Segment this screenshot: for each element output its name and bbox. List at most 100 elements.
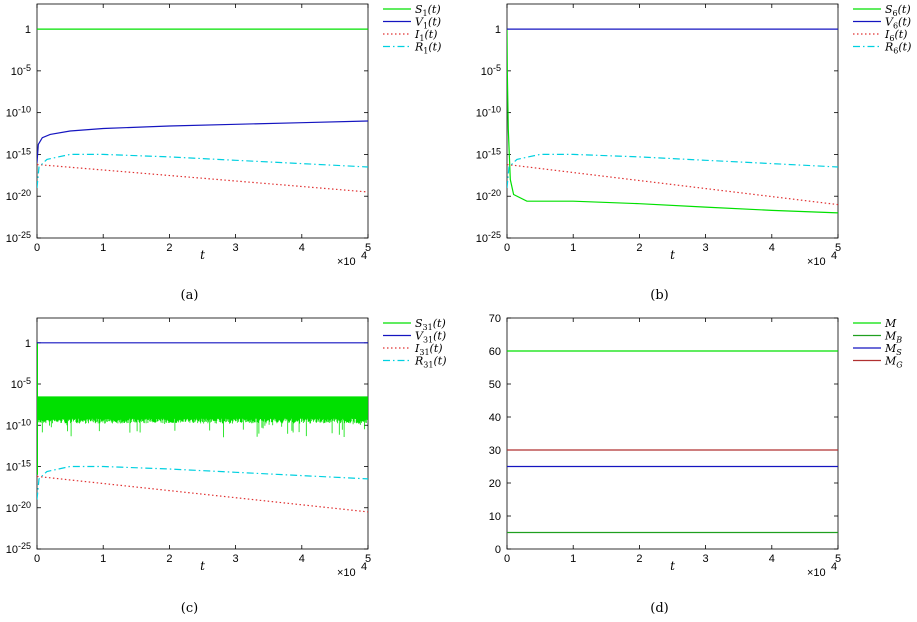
series-s6t [507, 29, 838, 214]
legend-symbol: R [884, 41, 893, 54]
legend-argument: (t) [424, 28, 437, 41]
x-tick-label: 4 [299, 553, 305, 565]
legend-label: V6(t) [885, 16, 911, 31]
legend-symbol: I [884, 28, 890, 41]
legend-argument: (t) [430, 342, 443, 355]
y-tick-exponent: -25 [18, 541, 31, 551]
y-tick-exponent: -5 [23, 376, 31, 386]
legend-subscript: 6 [889, 34, 894, 43]
legend-argument: (t) [898, 41, 911, 54]
legend-subscript: 31 [423, 323, 433, 332]
legend-label: M [884, 317, 897, 330]
legend-label: S31(t) [415, 317, 446, 332]
x-tick-label: 3 [233, 242, 239, 254]
y-tick-exponent: -5 [23, 63, 31, 73]
y-tick-label: 10-5 [11, 63, 31, 78]
legend-label: R6(t) [884, 41, 911, 56]
y-tick-label: 10-20 [6, 188, 31, 203]
series-s31t [37, 396, 368, 438]
legend-argument: (t) [428, 41, 441, 54]
legend-subscript: 1 [423, 9, 428, 18]
y-tick-exponent: -5 [493, 63, 501, 73]
x-tick-label: 4 [769, 242, 775, 254]
panel-caption: (d) [650, 601, 668, 616]
y-tick-label: 10-10 [476, 105, 501, 120]
x-axis-label: t [670, 559, 675, 573]
y-tick-label: 0 [495, 544, 501, 556]
legend-subscript: 1 [423, 22, 428, 31]
legend-argument: (t) [433, 355, 446, 368]
legend-argument: (t) [433, 317, 446, 330]
x-multiplier-exponent: 4 [361, 561, 367, 573]
panel-caption: (b) [650, 288, 668, 303]
legend-label: V31(t) [415, 330, 446, 345]
x-tick-label: 3 [703, 553, 709, 565]
y-tick-label: 10-15 [6, 146, 31, 161]
y-tick-label: 30 [489, 445, 501, 457]
y-tick-label: 10-15 [6, 459, 31, 474]
y-tick-base: 10 [11, 379, 23, 391]
legend-symbol: R [414, 355, 423, 368]
series-r31t [37, 465, 368, 500]
y-tick-label: 1 [495, 24, 501, 36]
axes-frame [506, 3, 839, 239]
y-tick-label: 10-10 [6, 417, 31, 432]
legend-argument: (t) [898, 16, 911, 29]
y-tick-base: 10 [476, 191, 488, 203]
y-tick-exponent: -15 [18, 146, 31, 156]
panel-caption: (a) [181, 288, 199, 303]
legend-argument: (t) [433, 330, 446, 343]
x-tick-label: 1 [100, 553, 106, 565]
x-tick-label: 0 [504, 242, 510, 254]
series-group [37, 342, 368, 513]
x-multiplier: ×10 [337, 256, 356, 268]
y-tick-base: 10 [6, 191, 18, 203]
legend-subscript: 1 [423, 47, 428, 56]
panel-b: 0 1 2 3 4 5t ×10 4110-510-1010-1510-2010-25S6(t… [476, 3, 912, 303]
legend-label: MG [884, 355, 903, 370]
x-tick-label: 2 [636, 553, 642, 565]
legend-symbol: M [884, 342, 897, 355]
y-tick-base: 10 [6, 108, 18, 120]
x-tick-label: 5 [365, 553, 371, 565]
x-tick-label: 1 [570, 242, 576, 254]
x-tick-label: 2 [166, 553, 172, 565]
legend-symbol: S [885, 3, 893, 16]
axes-frame [36, 3, 369, 239]
x-tick-label: 0 [34, 553, 40, 565]
y-tick-exponent: -15 [488, 146, 501, 156]
y-tick-base: 10 [481, 66, 493, 78]
legend-symbol: M [884, 330, 897, 343]
legend-label: MS [884, 342, 902, 357]
x-tick-label: 4 [299, 242, 305, 254]
y-tick-base: 10 [6, 420, 18, 432]
y-tick-label: 20 [489, 478, 501, 490]
legend-symbol: S [415, 3, 423, 16]
legend-label: MB [884, 330, 902, 345]
series-v1t [37, 120, 368, 163]
y-tick-label: 60 [489, 346, 501, 358]
legend-symbol: M [884, 355, 897, 368]
legend-subscript: B [895, 336, 902, 345]
legend: S1(t)V1(t)I1(t)R1(t) [383, 3, 441, 56]
series-r6t [507, 153, 838, 188]
legend-label: R1(t) [414, 41, 441, 56]
y-tick-base: 10 [476, 108, 488, 120]
y-tick-exponent: -10 [18, 105, 31, 115]
x-multiplier-exponent: 4 [361, 250, 367, 262]
x-multiplier: ×10 [807, 567, 826, 579]
legend: S31(t)V31(t)I31(t)R31(t) [383, 317, 447, 370]
y-tick-base: 10 [476, 233, 488, 245]
x-axis-label: t [200, 248, 205, 262]
y-tick-exponent: -20 [18, 500, 31, 510]
series-group [37, 28, 368, 193]
legend-subscript: 6 [893, 9, 898, 18]
x-tick-label: 5 [835, 242, 841, 254]
y-tick-label: 40 [489, 412, 501, 424]
x-tick-label: 5 [365, 242, 371, 254]
x-multiplier-exponent: 4 [831, 250, 837, 262]
y-tick-base: 10 [6, 149, 18, 161]
legend-symbol: R [414, 41, 423, 54]
y-tick-label: 10 [489, 511, 501, 523]
